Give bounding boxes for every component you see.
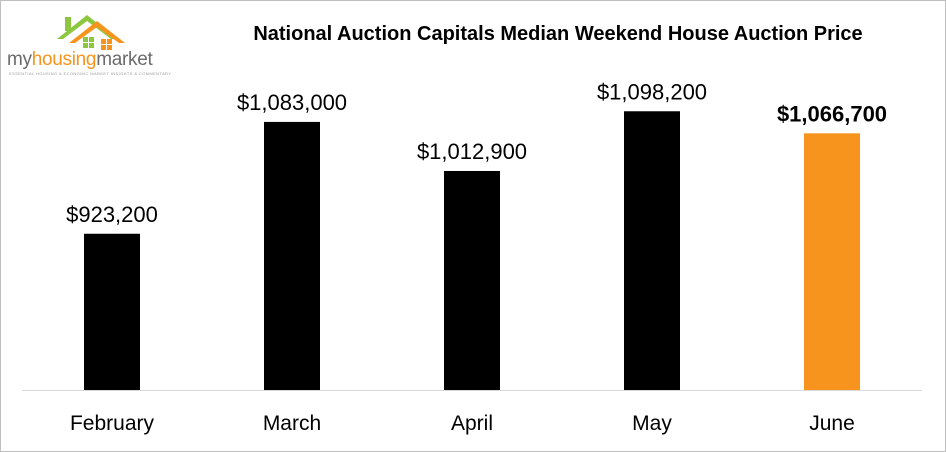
bar-may: [624, 111, 680, 390]
data-label-may: $1,098,200: [597, 79, 707, 104]
bar-march: [264, 121, 320, 391]
house-logo-icon: [57, 15, 125, 50]
category-label-may: May: [632, 412, 672, 435]
bar-april: [444, 170, 500, 390]
bar-june: [804, 133, 860, 390]
data-label-june: $1,066,700: [777, 101, 887, 126]
bar-february: [84, 233, 140, 390]
logo-text-market: market: [96, 49, 153, 70]
brand-logo: myhousingmarket ESSENTIAL HOUSING & ECON…: [7, 9, 179, 79]
data-label-march: $1,083,000: [237, 90, 347, 115]
chart-title: National Auction Capitals Median Weekend…: [253, 23, 863, 45]
logo-wordmark: myhousingmarket: [7, 49, 179, 71]
logo-tagline: ESSENTIAL HOUSING & ECONOMIC MARKET INSI…: [9, 71, 172, 76]
data-label-february: $923,200: [66, 202, 158, 227]
category-label-march: March: [263, 412, 321, 435]
logo-text-housing: housing: [31, 49, 97, 70]
logo-text-my: my: [7, 49, 32, 70]
data-label-april: $1,012,900: [417, 139, 527, 164]
category-label-april: April: [451, 412, 493, 435]
category-label-february: February: [70, 412, 155, 435]
category-label-june: June: [809, 412, 855, 435]
